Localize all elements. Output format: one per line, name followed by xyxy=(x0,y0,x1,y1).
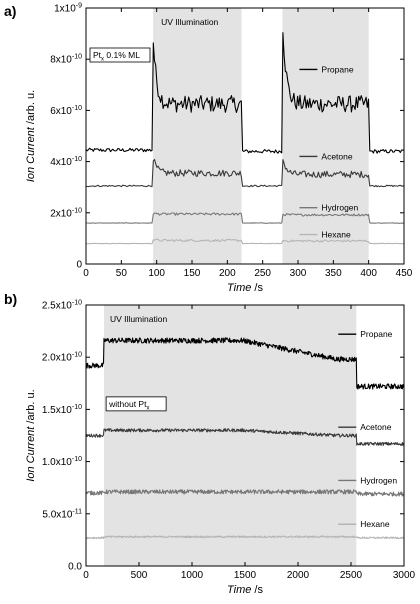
y-tick-label: 6x10-10 xyxy=(50,105,82,117)
y-tick-label: 1.5x10-10 xyxy=(42,404,82,416)
uv-illumination-label: UV Illumination xyxy=(161,17,218,27)
y-tick-label: 0.0 xyxy=(68,562,82,573)
legend-label-acetone: Acetone xyxy=(321,151,352,161)
x-tick-label: 3000 xyxy=(393,570,416,581)
y-tick-label: 8x10-10 xyxy=(50,54,82,66)
y-axis-title: Ion Current /arb. u. xyxy=(25,389,37,481)
x-tick-label: 2000 xyxy=(287,570,310,581)
chart-panel-a: 0 50 100 150 200 250 300 350 400 450 0 2x10-10 4x10-… xyxy=(4,3,413,295)
chart-panel-b: 0 500 1000 1500 2000 2500 3000 0.0 5.0x10-11 1.0x… xyxy=(4,291,416,596)
series-line-hexane xyxy=(85,535,405,540)
x-axis-title: Time /s xyxy=(227,584,263,596)
x-tick-label: 300 xyxy=(290,268,307,279)
legend-label-hexane: Hexane xyxy=(360,519,390,529)
legend-label-propane: Propane xyxy=(321,64,353,74)
annotation-text: without Ptx xyxy=(108,399,149,412)
uv-illumination-region xyxy=(104,305,357,566)
x-tick-label: 100 xyxy=(148,268,165,279)
x-tick-label: 400 xyxy=(360,268,377,279)
series-line-hydrogen xyxy=(86,212,405,224)
series-line-acetone xyxy=(85,428,405,446)
series-line-propane xyxy=(85,32,405,154)
x-tick-label: 1000 xyxy=(181,570,204,581)
x-tick-label: 1500 xyxy=(234,570,257,581)
x-tick-label: 2500 xyxy=(340,570,363,581)
uv-illumination-label: UV Illumination xyxy=(110,314,167,324)
x-tick-label: 0 xyxy=(83,570,89,581)
x-tick-label: 500 xyxy=(131,570,148,581)
annotation-box xyxy=(105,396,167,412)
y-tick-label: 0 xyxy=(76,260,82,271)
x-tick-label: 50 xyxy=(116,268,128,279)
x-tick-label: 450 xyxy=(396,268,413,279)
annotation-text: Ptx 0.1% ML xyxy=(93,50,140,63)
series-line-hydrogen xyxy=(85,489,405,497)
y-tick-label: 4x10-10 xyxy=(50,156,82,168)
y-tick-label: 2x10-10 xyxy=(50,207,82,219)
x-tick-label: 200 xyxy=(219,268,236,279)
legend-label-hydrogen: Hydrogen xyxy=(360,475,397,485)
y-tick-label: 5.0x10-11 xyxy=(42,508,82,520)
x-tick-label: 350 xyxy=(325,268,342,279)
y-tick-label: 1x10-9 xyxy=(54,3,82,15)
plot-frame xyxy=(85,7,405,265)
y-tick-label: 2.0x10-10 xyxy=(42,352,82,364)
series-line-acetone xyxy=(85,158,405,188)
y-tick-label: 2.5x10-10 xyxy=(42,300,82,312)
y-axis-title: Ion Current /arb. u. xyxy=(25,90,37,182)
x-axis-title: Time /s xyxy=(227,282,263,294)
series-line-hexane xyxy=(86,238,405,245)
annotation-box xyxy=(89,47,151,63)
series-line-propane xyxy=(85,337,405,390)
panel-label: b) xyxy=(4,291,17,307)
uv-illumination-region xyxy=(153,8,242,264)
uv-illumination-region xyxy=(282,8,369,264)
legend-label-hydrogen: Hydrogen xyxy=(321,203,358,213)
legend-label-hexane: Hexane xyxy=(321,230,351,240)
x-tick-label: 250 xyxy=(254,268,271,279)
panel-label: a) xyxy=(4,3,16,19)
x-tick-label: 150 xyxy=(184,268,201,279)
y-tick-label: 1.0x10-10 xyxy=(42,456,82,468)
x-tick-label: 0 xyxy=(83,268,89,279)
legend-label-propane: Propane xyxy=(360,329,392,339)
legend-label-acetone: Acetone xyxy=(360,422,391,432)
